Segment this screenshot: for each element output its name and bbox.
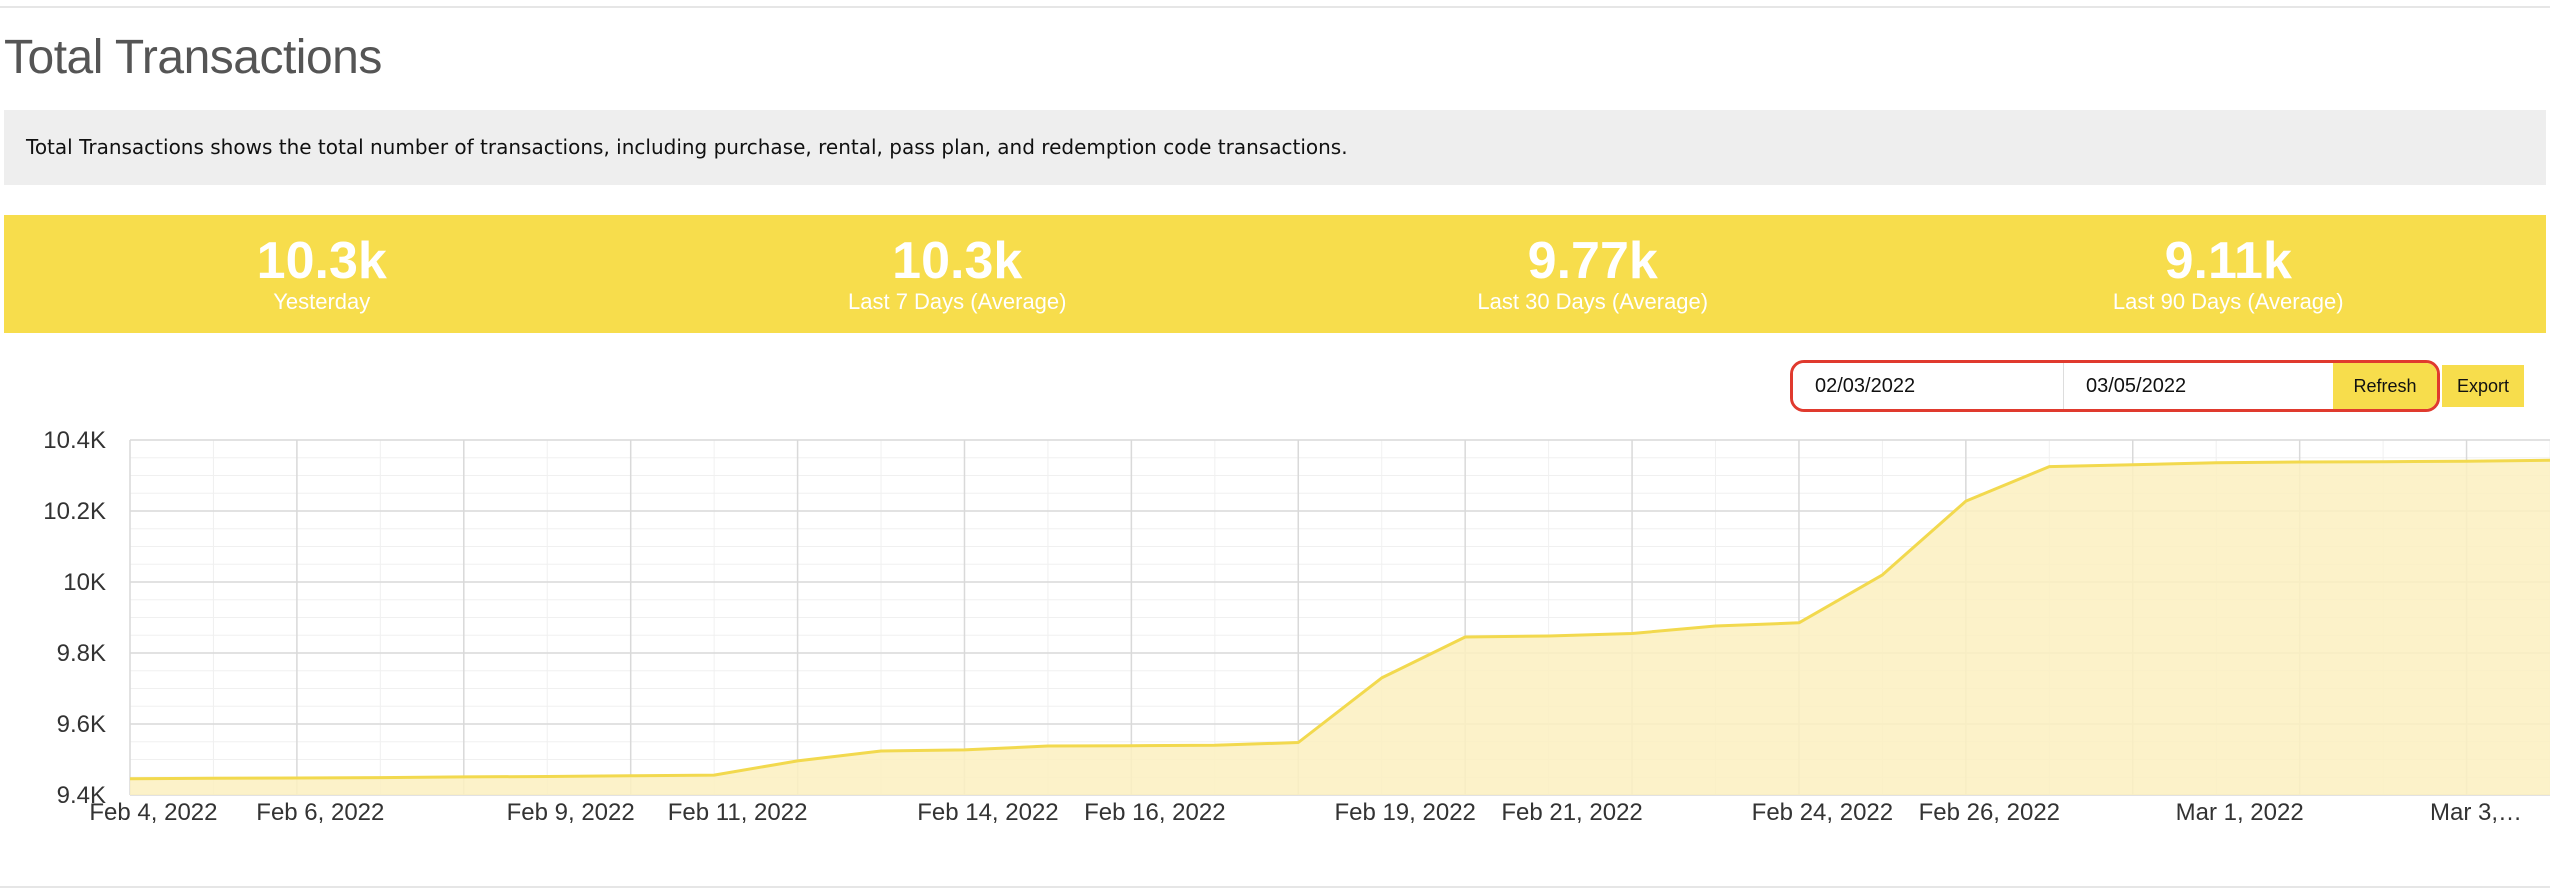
- y-tick-label: 10K: [63, 569, 106, 596]
- stat-last-7-days: 10.3k Last 7 Days (Average): [640, 215, 1276, 333]
- stat-last-30-days: 9.77k Last 30 Days (Average): [1275, 215, 1911, 333]
- refresh-button[interactable]: Refresh: [2333, 363, 2437, 409]
- stat-label: Last 90 Days (Average): [2112, 289, 2344, 314]
- chart-area-layer: [129, 458, 2550, 795]
- x-tick-label: Feb 24, 2022: [1752, 799, 1893, 826]
- stat-last-90-days: 9.11k Last 90 Days (Average): [1911, 215, 2547, 333]
- x-tick-label: Mar 1, 2022: [2176, 799, 2304, 826]
- stat-label: Last 30 Days (Average): [1477, 289, 1709, 314]
- y-tick-label: 9.6K: [57, 711, 106, 738]
- series-line: [129, 458, 2550, 781]
- export-button[interactable]: Export: [2442, 365, 2524, 407]
- x-tick-label: Feb 26, 2022: [1919, 799, 2060, 826]
- start-date-input[interactable]: [1793, 363, 2063, 409]
- y-tick-label: 9.4K: [57, 782, 106, 809]
- stat-value: 10.3k: [892, 232, 1023, 290]
- x-tick-label: Mar 3,…: [2430, 799, 2522, 826]
- x-tick-label: Feb 21, 2022: [1501, 799, 1642, 826]
- x-tick-label: Feb 16, 2022: [1084, 799, 1225, 826]
- x-tick-label: Feb 9, 2022: [507, 799, 635, 826]
- x-tick-label: Feb 6, 2022: [256, 799, 384, 826]
- y-tick-label: 10.2K: [43, 498, 106, 525]
- x-tick-label: Feb 4, 2022: [89, 799, 217, 826]
- series-area: [130, 460, 2550, 795]
- x-tick-label: Feb 19, 2022: [1334, 799, 1475, 826]
- stat-value: 9.77k: [1527, 232, 1658, 290]
- bottom-divider: [0, 886, 2550, 888]
- x-tick-label: Feb 14, 2022: [917, 799, 1058, 826]
- stat-yesterday: 10.3k Yesterday: [4, 215, 640, 333]
- date-range-controls: Refresh: [1790, 360, 2440, 412]
- page-title: Total Transactions: [4, 31, 382, 84]
- end-date-input[interactable]: [2063, 363, 2333, 409]
- stat-value: 9.11k: [2164, 232, 2292, 290]
- x-tick-label: Feb 11, 2022: [668, 799, 808, 826]
- stat-label: Yesterday: [273, 289, 371, 314]
- top-divider: [0, 6, 2550, 8]
- description-box: Total Transactions shows the total numbe…: [4, 110, 2546, 185]
- stats-banner: 10.3k Yesterday 10.3k Last 7 Days (Avera…: [4, 215, 2546, 333]
- y-tick-label: 10.4K: [43, 427, 106, 454]
- stat-label: Last 7 Days (Average): [848, 289, 1067, 314]
- stat-value: 10.3k: [256, 232, 387, 290]
- chart-axes: 9.4K 9.6K 9.8K 10K 10.2K 10.4K Feb 4, 2022 Feb …: [43, 427, 2522, 826]
- transactions-chart: 9.4K 9.6K 9.8K 10K 10.2K 10.4K Feb 4, 2022 Feb …: [43, 427, 2550, 826]
- y-tick-label: 9.8K: [57, 640, 106, 667]
